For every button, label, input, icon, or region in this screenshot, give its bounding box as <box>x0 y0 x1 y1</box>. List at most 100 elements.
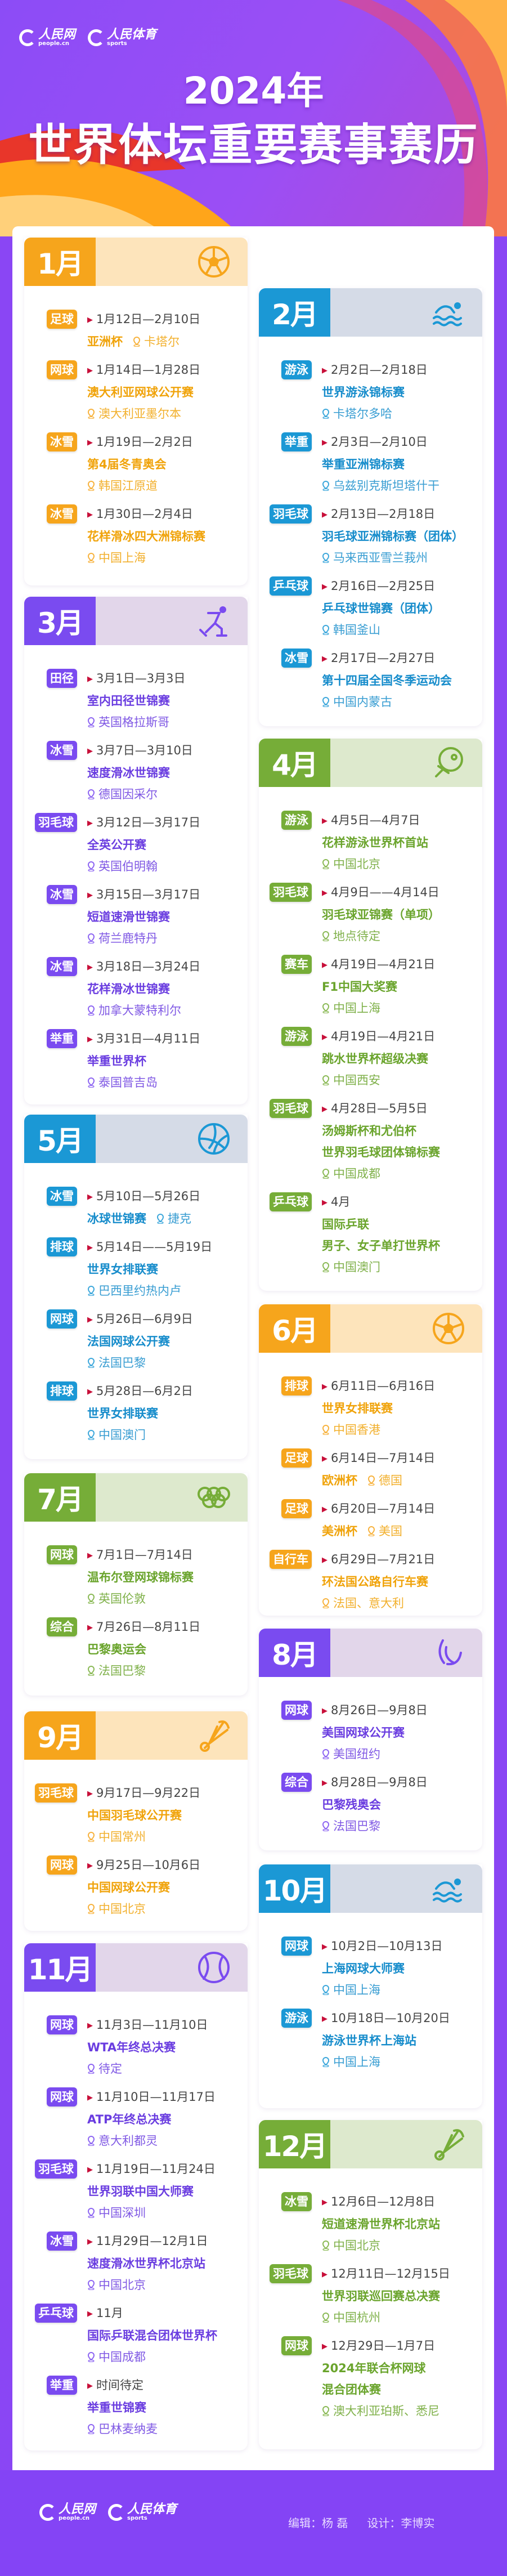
month-header: 1月 <box>24 238 248 286</box>
event-name: 美国网球公开赛 <box>322 1726 405 1739</box>
event-location: 中国北京 <box>322 853 482 875</box>
event-location: 英国伯明翰 <box>87 856 248 877</box>
event-item: 举重 ▶ 3月31日—4月11日 举重世界杯 泰国普吉岛 <box>24 1028 248 1093</box>
event-item: 羽毛球 ▶ 2月13日—2月18日 羽毛球亚洲锦标赛（团体） 马来西亚雪兰莪州 <box>259 503 482 569</box>
sport-badge: 排球 <box>47 1237 77 1256</box>
event-item: 排球 ▶ 5月14日——5月19日 世界女排联赛 巴西里约热内卢 <box>24 1236 248 1302</box>
sport-badge: 网球 <box>281 1937 312 1956</box>
event-item: 足球 ▶ 1月12日—2月10日 亚洲杯 卡塔尔 <box>24 308 248 352</box>
event-location: 法国巴黎 <box>87 1660 248 1681</box>
decorative-background <box>0 0 507 236</box>
location-pin-icon <box>322 1075 330 1085</box>
editor-credit: 编辑：杨 磊 <box>288 2516 348 2530</box>
event-location: 卡塔尔 <box>133 331 180 352</box>
location-pin-icon <box>322 697 330 707</box>
event-date: ▶ 9月17日—9月22日 <box>87 1786 201 1800</box>
event-date: ▶ 3月15日—3月17日 <box>87 888 201 901</box>
event-date: ▶ 4月5日—4月7日 <box>322 813 420 827</box>
credits: 编辑：杨 磊 设计：李博实 <box>288 2514 434 2530</box>
event-name: 速度滑冰世锦赛 <box>87 766 170 780</box>
event-name: 乒乓球世锦赛（团体） <box>322 602 440 615</box>
location-pin-icon <box>322 409 330 419</box>
event-list: 网球 ▶ 11月3日—11月10日 WTA年终总决赛 待定 网球 ▶ 11月10日—11月17… <box>24 1992 248 2440</box>
month-card-2: 2月 游泳 ▶ 2月2日—2月18日 世界游泳锦标赛 卡塔尔多哈 举重 ▶ 2月3日—2月10日… <box>259 288 482 726</box>
triangle-icon: ▶ <box>87 1624 93 1632</box>
event-item: 羽毛球 ▶ 3月12日—3月17日 全英公开赛 英国伯明翰 <box>24 812 248 877</box>
sport-badge: 网球 <box>47 2087 77 2107</box>
month-card-5: 5月 冰雪 ▶ 5月10日—5月26日 冰球世锦赛 捷克 排球 ▶ 5月14日——5月19日 世界… <box>24 1115 248 1459</box>
triangle-icon: ▶ <box>87 511 93 519</box>
sport-badge: 网球 <box>281 1701 312 1720</box>
event-item: 田径 ▶ 3月1日—3月3日 室内田径世锦赛 英国格拉斯哥 <box>24 668 248 733</box>
location-pin-icon <box>87 1286 95 1296</box>
sport-badge: 举重 <box>281 432 312 451</box>
speed-skater-icon <box>199 606 227 637</box>
event-name: 国际乒联 男子、女子单打世界杯 <box>322 1218 440 1253</box>
event-location: 捷克 <box>156 1208 191 1229</box>
month-card-4: 4月 游泳 ▶ 4月5日—4月7日 花样游泳世界杯首站 中国北京 羽毛球 ▶ 4月9日——4月1… <box>259 739 482 1291</box>
triangle-icon: ▶ <box>322 1198 327 1207</box>
people-sports-logo: 人民体育 sports <box>108 2503 177 2521</box>
event-location: 英国格拉斯哥 <box>87 712 248 733</box>
event-item: 冰雪 ▶ 1月30日—2月4日 花样滑冰四大洲锦标赛 中国上海 <box>24 503 248 569</box>
event-name: 巴黎残奥会 <box>322 1798 381 1812</box>
month-header: 9月 <box>24 1711 248 1760</box>
triangle-icon: ▶ <box>87 1551 93 1560</box>
event-name: 第4届冬青奥会 <box>87 458 167 471</box>
event-date: ▶ 4月9日——4月14日 <box>322 886 439 899</box>
event-name: ATP年终总决赛 <box>87 2113 172 2126</box>
event-name: 世界女排联赛 <box>322 1402 393 1415</box>
event-item: 冰雪 ▶ 3月7日—3月10日 速度滑冰世锦赛 德国因采尔 <box>24 740 248 805</box>
event-date: ▶ 11月19日—11月24日 <box>87 2162 216 2176</box>
event-item: 冰雪 ▶ 12月6日—12月8日 短道速滑世界杯北京站 中国北京 <box>259 2191 482 2256</box>
month-header: 12月 <box>259 2120 482 2168</box>
event-date: ▶ 5月28日—6月2日 <box>87 1384 193 1398</box>
event-list: 游泳 ▶ 2月2日—2月18日 世界游泳锦标赛 卡塔尔多哈 举重 ▶ 2月3日—2月10日 举重… <box>259 337 482 713</box>
location-pin-icon <box>87 1666 95 1676</box>
event-date: ▶ 4月19日—4月21日 <box>322 958 436 971</box>
sport-badge: 足球 <box>281 1448 312 1468</box>
header-logos: 人民网 people.cn 人民体育 sports <box>19 28 156 47</box>
event-item: 羽毛球 ▶ 11月19日—11月24日 世界羽联中国大师赛 中国深圳 <box>24 2158 248 2224</box>
location-pin-icon <box>322 2406 330 2416</box>
sport-badge: 网球 <box>47 1545 77 1564</box>
event-location: 地点待定 <box>322 925 482 947</box>
triangle-icon: ▶ <box>322 1556 327 1564</box>
event-location: 中国杭州 <box>322 2307 482 2328</box>
event-date: ▶ 4月 <box>322 1195 351 1209</box>
event-item: 冰雪 ▶ 3月15日—3月17日 短道速滑世锦赛 荷兰鹿特丹 <box>24 884 248 949</box>
event-item: 足球 ▶ 6月20日—7月14日 美洲杯 美国 <box>259 1498 482 1542</box>
swimmer-icon <box>433 1879 462 1903</box>
triangle-icon: ▶ <box>322 1455 327 1463</box>
event-list: 网球 ▶ 10月2日—10月13日 上海网球大师赛 中国上海 游泳 ▶ 10月18日—10月2… <box>259 1913 482 2073</box>
event-list: 冰雪 ▶ 12月6日—12月8日 短道速滑世界杯北京站 中国北京 羽毛球 ▶ 12月11日—1… <box>259 2168 482 2422</box>
event-name: 短道速滑世界杯北京站 <box>322 2217 440 2231</box>
triangle-icon: ▶ <box>322 1105 327 1113</box>
event-item: 羽毛球 ▶ 4月28日—5月5日 汤姆斯杯和尤伯杯 世界羽毛球团体锦标赛 中国成都 <box>259 1098 482 1184</box>
event-item: 网球 ▶ 1月14日—1月28日 澳大利亚网球公开赛 澳大利亚墨尔本 <box>24 359 248 424</box>
sport-badge: 赛车 <box>281 955 312 974</box>
location-pin-icon <box>367 1526 375 1536</box>
triangle-icon: ▶ <box>87 316 93 324</box>
event-location: 中国澳门 <box>322 1256 482 1278</box>
location-pin-icon <box>87 2424 95 2434</box>
location-pin-icon <box>87 2136 95 2146</box>
event-item: 冰雪 ▶ 1月19日—2月2日 第4届冬青奥会 韩国江原道 <box>24 431 248 497</box>
event-name: 第十四届全国冬季运动会 <box>322 674 452 687</box>
event-location: 中国香港 <box>322 1419 482 1441</box>
event-location: 意大利都灵 <box>87 2130 248 2152</box>
event-item: 羽毛球 ▶ 9月17日—9月22日 中国羽毛球公开赛 中国常州 <box>24 1782 248 1848</box>
sport-badge: 冰雪 <box>47 504 77 524</box>
event-item: 举重 ▶ 时间待定 举重世锦赛 巴林麦纳麦 <box>24 2374 248 2440</box>
event-item: 网球 ▶ 11月3日—11月10日 WTA年终总决赛 待定 <box>24 2014 248 2079</box>
event-name: 国际乒联混合团体世界杯 <box>87 2329 217 2342</box>
event-item: 游泳 ▶ 4月19日—4月21日 跳水世界杯超级决赛 中国西安 <box>259 1026 482 1091</box>
month-header: 7月 <box>24 1473 248 1522</box>
sport-badge: 网球 <box>281 2336 312 2355</box>
triangle-icon: ▶ <box>322 961 327 969</box>
sport-badge: 冰雪 <box>47 1187 77 1206</box>
event-name: 法国网球公开赛 <box>87 1335 170 1348</box>
event-date: ▶ 8月28日—9月8日 <box>322 1776 428 1789</box>
location-pin-icon <box>87 1005 95 1016</box>
event-date: ▶ 5月14日——5月19日 <box>87 1240 213 1254</box>
